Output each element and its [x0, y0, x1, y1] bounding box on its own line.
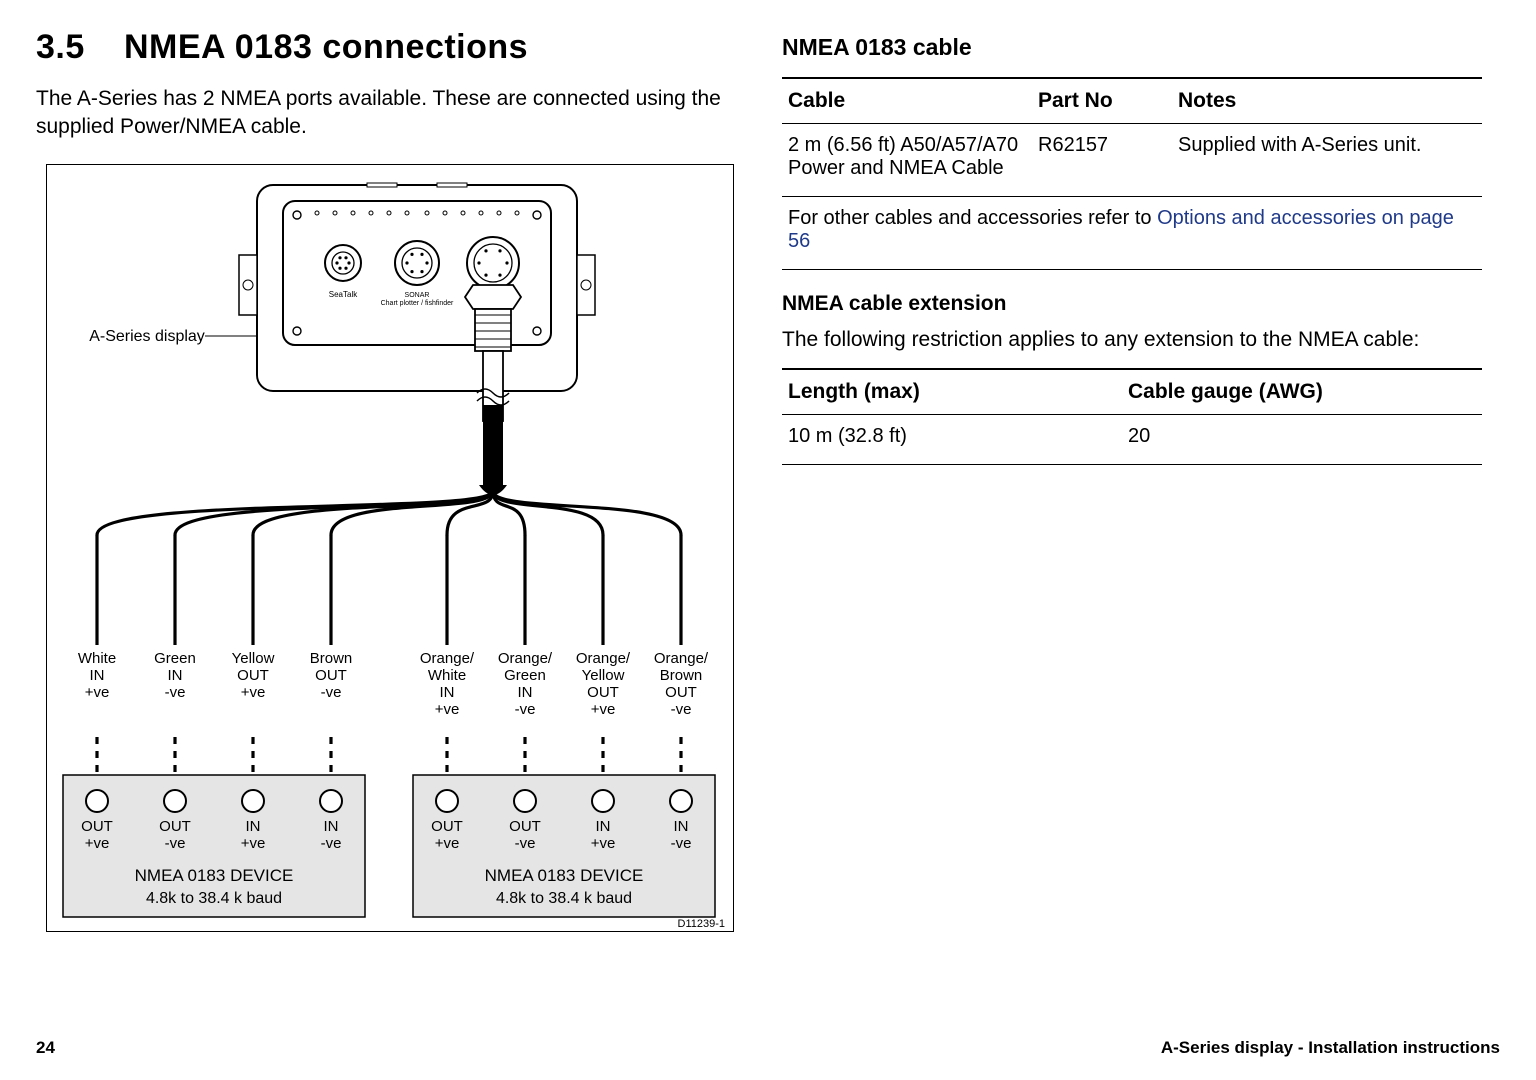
- svg-text:BrownOUT-ve: BrownOUT-ve: [310, 650, 353, 701]
- svg-text:NMEA 0183 DEVICE: NMEA 0183 DEVICE: [135, 866, 294, 885]
- ext-col-1: Cable gauge (AWG): [1122, 369, 1482, 415]
- cable-table: Cable Part No Notes 2 m (6.56 ft) A50/A5…: [782, 77, 1482, 270]
- svg-text:WhiteIN+ve: WhiteIN+ve: [78, 650, 116, 701]
- page-number: 24: [36, 1038, 55, 1058]
- svg-text:OUT+ve: OUT+ve: [431, 818, 463, 852]
- section-heading: 3.5 NMEA 0183 connections: [36, 28, 736, 67]
- table-row: 10 m (32.8 ft) 20: [782, 415, 1482, 465]
- cable-footnote-row: For other cables and accessories refer t…: [782, 197, 1482, 270]
- svg-text:SeaTalk: SeaTalk: [329, 290, 358, 299]
- footnote-pre: For other cables and accessories refer t…: [788, 207, 1157, 229]
- wiring-diagram: SeaTalkSONARChart plotter / fishfinderPW…: [46, 164, 734, 932]
- svg-text:Orange/BrownOUT-ve: Orange/BrownOUT-ve: [654, 650, 709, 718]
- cable-col-1: Part No: [1032, 78, 1172, 124]
- svg-text:4.8k to 38.4 k baud: 4.8k to 38.4 k baud: [496, 890, 632, 907]
- cable-col-2: Notes: [1172, 78, 1482, 124]
- ext-heading: NMEA cable extension: [782, 292, 1482, 316]
- table-row: 2 m (6.56 ft) A50/A57/A70 Power and NMEA…: [782, 124, 1482, 197]
- ext-cell: 10 m (32.8 ft): [782, 415, 1122, 465]
- section-title: NMEA 0183 connections: [124, 28, 528, 66]
- svg-text:Orange/GreenIN-ve: Orange/GreenIN-ve: [498, 650, 553, 718]
- cable-table-heading: NMEA 0183 cable: [782, 34, 1482, 61]
- section-number: 3.5: [36, 28, 114, 67]
- ext-col-0: Length (max): [782, 369, 1122, 415]
- ext-cell: 20: [1122, 415, 1482, 465]
- svg-text:Orange/YellowOUT+ve: Orange/YellowOUT+ve: [576, 650, 631, 718]
- svg-text:GreenIN-ve: GreenIN-ve: [154, 650, 196, 701]
- svg-text:NMEA 0183 DEVICE: NMEA 0183 DEVICE: [485, 866, 644, 885]
- svg-text:YellowOUT+ve: YellowOUT+ve: [232, 650, 275, 701]
- svg-text:OUT+ve: OUT+ve: [81, 818, 113, 852]
- svg-text:IN-ve: IN-ve: [671, 818, 692, 852]
- svg-text:D11239-1: D11239-1: [678, 918, 726, 930]
- cable-cell: R62157: [1032, 124, 1172, 197]
- cable-cell: 2 m (6.56 ft) A50/A57/A70 Power and NMEA…: [782, 124, 1032, 197]
- ext-text: The following restriction applies to any…: [782, 326, 1482, 354]
- svg-text:Orange/WhiteIN+ve: Orange/WhiteIN+ve: [420, 650, 475, 718]
- intro-text: The A-Series has 2 NMEA ports available.…: [36, 85, 736, 142]
- svg-text:A-Series display: A-Series display: [89, 328, 205, 345]
- ext-table: Length (max) Cable gauge (AWG) 10 m (32.…: [782, 368, 1482, 465]
- cable-cell: Supplied with A-Series unit.: [1172, 124, 1482, 197]
- doc-title: A-Series display - Installation instruct…: [1161, 1038, 1500, 1058]
- svg-text:4.8k to 38.4 k baud: 4.8k to 38.4 k baud: [146, 890, 282, 907]
- cable-col-0: Cable: [782, 78, 1032, 124]
- svg-text:IN-ve: IN-ve: [321, 818, 342, 852]
